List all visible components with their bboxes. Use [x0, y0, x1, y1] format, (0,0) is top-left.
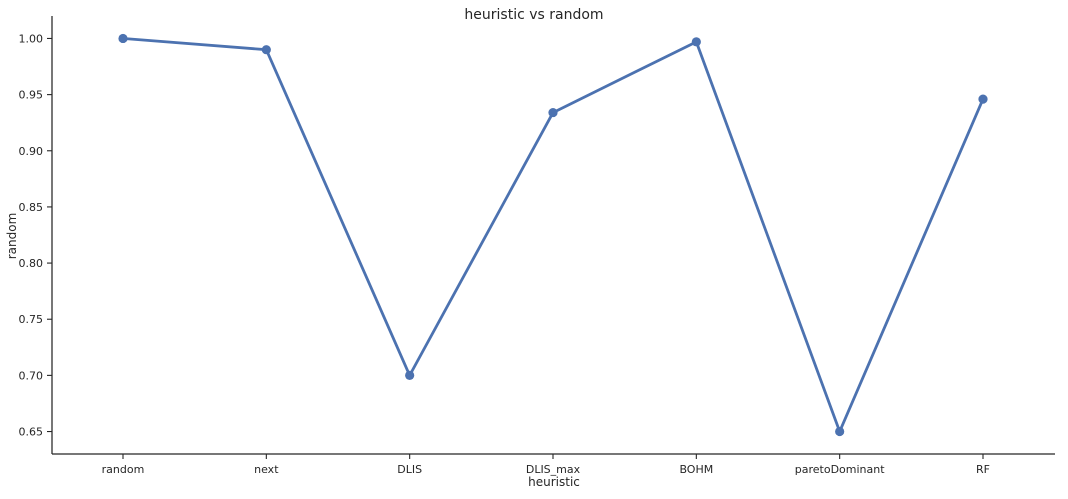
y-tick-label: 0.95: [19, 89, 44, 102]
data-point-bohm: [691, 37, 701, 47]
y-tick-label: 0.90: [19, 145, 44, 158]
x-tick-label: next: [254, 463, 279, 476]
data-point-dlis_max: [548, 107, 558, 118]
y-tick-label: 1.00: [19, 32, 44, 45]
data-point-random: [118, 33, 128, 44]
y-axis-ticks: 0.65 0.70 0.75 0.80 0.85 0.90 0.95 1.00: [19, 32, 52, 439]
y-axis-label: random: [5, 213, 19, 260]
y-tick-label: 0.70: [19, 369, 44, 382]
y-tick-label: 0.65: [19, 426, 44, 439]
y-tick-label: 0.80: [19, 257, 44, 270]
y-tick-label: 0.75: [19, 313, 44, 326]
x-tick-label: BOHM: [679, 463, 713, 476]
data-point-dlis: [405, 370, 415, 380]
data-point-rf: [978, 94, 988, 104]
chart-title: heuristic vs random: [464, 7, 603, 23]
x-axis-label: heuristic: [528, 475, 580, 489]
x-tick-label: random: [102, 463, 145, 476]
x-tick-label: DLIS_max: [526, 463, 581, 476]
x-tick-label: RF: [976, 463, 990, 476]
data-point-next: [261, 45, 271, 55]
data-point-paretodominant: [835, 426, 845, 437]
series-line: [121, 37, 985, 433]
x-axis-ticks: random next DLIS DLIS_max BOHM paretoDominant…: [102, 454, 990, 476]
axes: [51, 16, 1055, 455]
x-tick-label: DLIS: [397, 463, 422, 476]
series-layer: [118, 33, 988, 437]
y-tick-label: 0.85: [19, 201, 44, 214]
x-tick-label: paretoDominant: [795, 463, 885, 476]
